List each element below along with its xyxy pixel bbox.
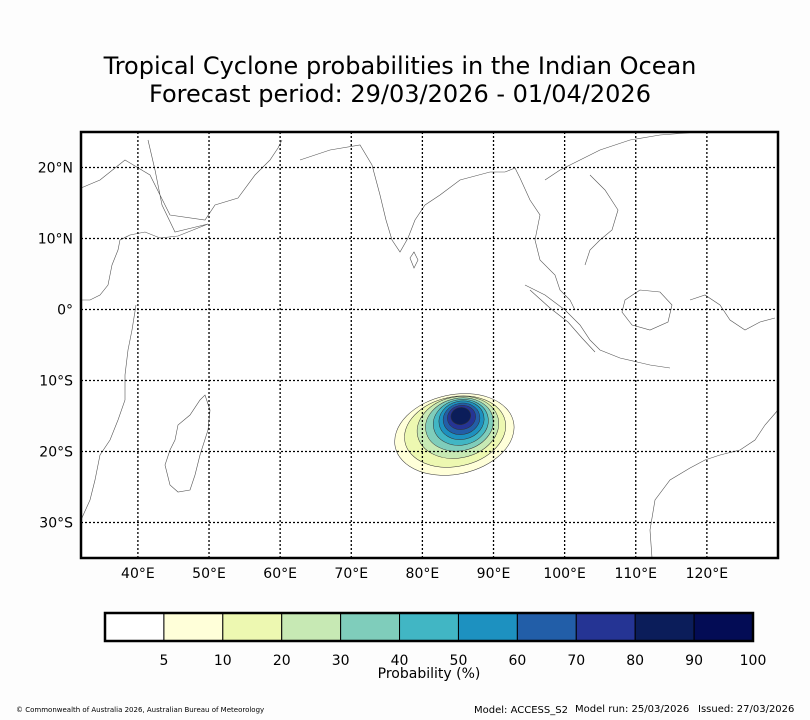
model-run: Model run: 25/03/2026 — [575, 704, 690, 715]
map-gridlines — [81, 132, 778, 558]
colorbar-tick-label: 50 — [450, 653, 468, 669]
colorbar-swatch — [222, 612, 283, 642]
colorbar: 5 10 20 30 40 50 60 70 80 90 100 — [103, 611, 767, 669]
colorbar-swatch — [516, 612, 577, 642]
colorbar-label: Probability (%) — [378, 666, 481, 682]
probability-contours — [394, 393, 515, 476]
colorbar-swatch — [575, 612, 636, 642]
x-tick-label: 120°E — [686, 566, 729, 582]
coastlines — [80, 131, 779, 559]
y-tick-label: 30°S — [39, 516, 73, 532]
x-tick-label: 110°E — [614, 566, 657, 582]
colorbar-swatch — [163, 612, 224, 642]
x-tick-label: 60°E — [263, 566, 297, 582]
y-tick-label: 20°N — [38, 161, 73, 177]
y-tick-label: 0° — [57, 303, 73, 319]
colorbar-tick-label: 20 — [273, 653, 291, 669]
x-tick-label: 100°E — [543, 566, 586, 582]
colorbar-swatch — [281, 612, 342, 642]
sumatra-java-coast — [524, 284, 671, 369]
colorbar-tick-label: 40 — [391, 653, 409, 669]
colorbar-tick-label: 100 — [740, 653, 767, 669]
colorbar-tick-label: 30 — [332, 653, 350, 669]
colorbar-swatch — [457, 612, 518, 642]
y-tick-label: 20°S — [39, 445, 73, 461]
y-tick-label: 10°S — [39, 374, 73, 390]
x-tick-label: 50°E — [192, 566, 226, 582]
colorbar-swatch — [693, 612, 754, 642]
map-background — [81, 132, 778, 558]
contour-80 — [450, 407, 471, 425]
x-tick-label: 90°E — [477, 566, 511, 582]
issued-date: Issued: 27/03/2026 — [698, 704, 795, 715]
colorbar-tick-label: 70 — [567, 653, 585, 669]
y-tick-label: 10°N — [38, 232, 73, 248]
model-name: Model: ACCESS_S2 — [474, 705, 568, 716]
x-tick-label: 40°E — [121, 566, 155, 582]
colorbar-tick-label: 60 — [508, 653, 526, 669]
longitude-axis: 40°E 50°E 60°E 70°E 80°E 90°E 100°E 110°E 120°E — [121, 566, 728, 582]
map-frame — [79, 130, 780, 560]
chart-title-line1: Tropical Cyclone probabilities in the In… — [103, 52, 697, 80]
srilanka-coast — [409, 251, 419, 269]
x-tick-label: 80°E — [406, 566, 440, 582]
x-tick-label: 70°E — [334, 566, 368, 582]
colorbar-swatch — [340, 612, 401, 642]
chart-title-line2: Forecast period: 29/03/2026 - 01/04/2026 — [149, 80, 651, 108]
india-coast — [299, 144, 521, 253]
colorbar-frame — [103, 611, 755, 643]
colorbar-swatch — [634, 612, 695, 642]
islands-coast — [621, 289, 776, 331]
colorbar-swatch — [104, 612, 165, 642]
copyright-text: © Commonwealth of Australia 2026, Austra… — [16, 706, 265, 714]
colorbar-tick-label: 90 — [685, 653, 703, 669]
colorbar-tick-label: 10 — [214, 653, 232, 669]
colorbar-tick-label: 5 — [159, 653, 168, 669]
colorbar-tick-label: 80 — [626, 653, 644, 669]
seasia-coast — [519, 131, 701, 311]
colorbar-swatch — [399, 612, 459, 642]
madagascar-coast — [164, 394, 211, 493]
latitude-axis: 20°N 10°N 0° 10°S 20°S 30°S — [38, 161, 73, 532]
australia-coast — [649, 409, 779, 559]
